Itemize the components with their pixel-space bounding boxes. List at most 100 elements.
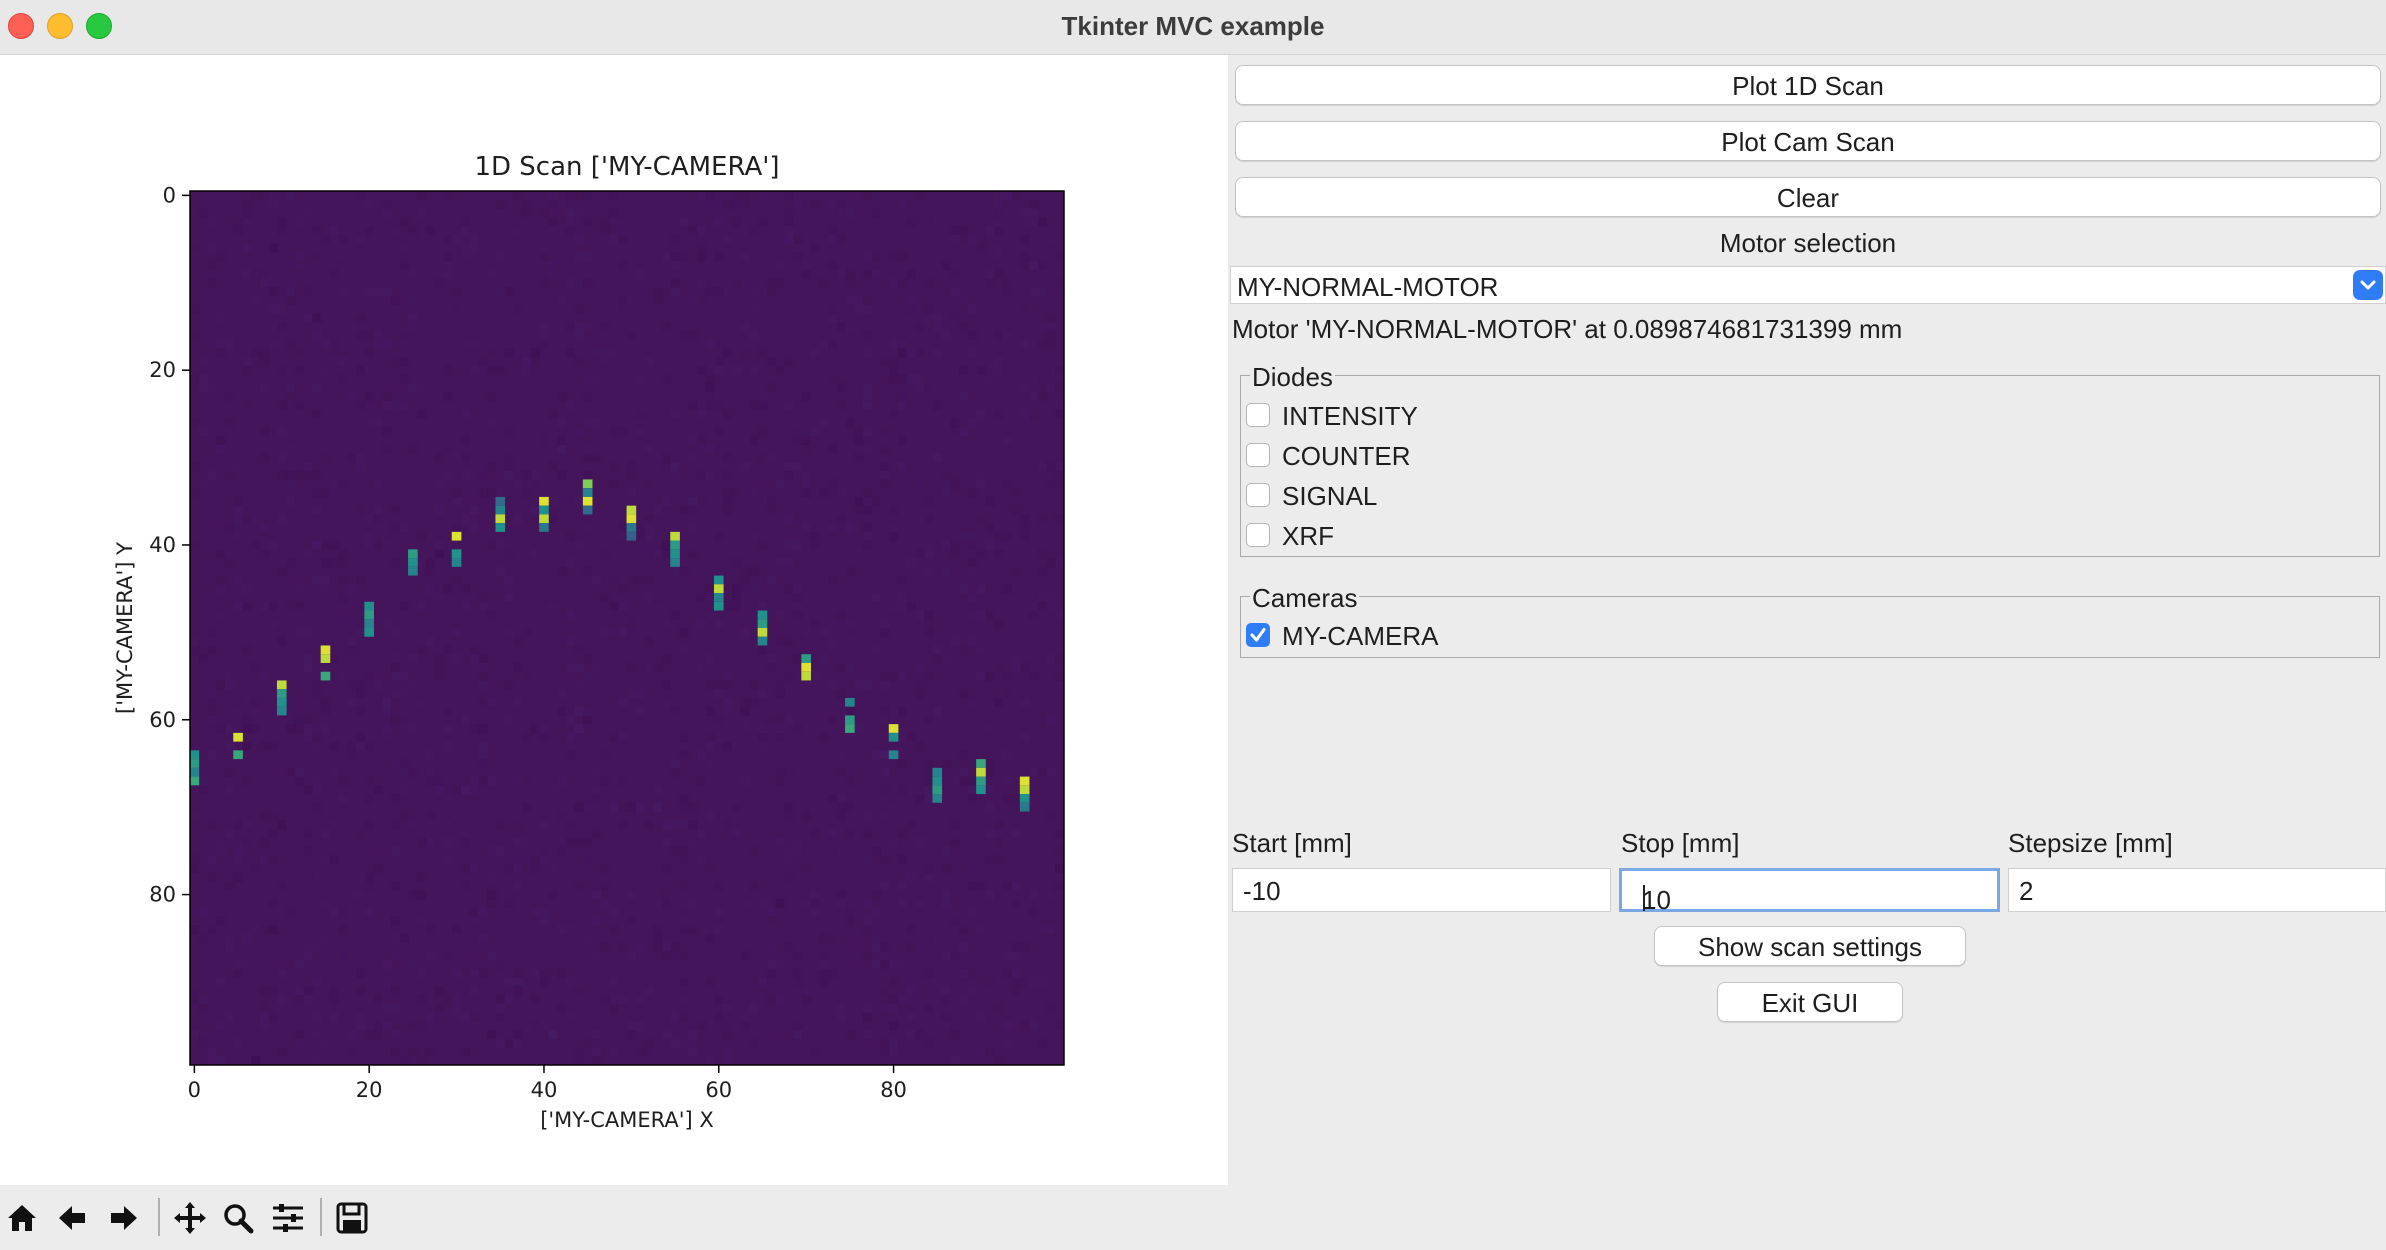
stepsize-input[interactable]: 2 (2008, 868, 2386, 912)
plot-toolbar (0, 1188, 1228, 1250)
noise-pixel (1002, 794, 1012, 804)
noise-pixel (793, 584, 803, 594)
noise-pixel (312, 689, 322, 699)
noise-pixel (793, 435, 803, 445)
back-icon[interactable] (52, 1198, 92, 1238)
noise-pixel (565, 610, 575, 620)
noise-pixel (609, 925, 619, 935)
noise-pixel (565, 348, 575, 358)
plot-1d-scan-button[interactable]: Plot 1D Scan (1235, 65, 2381, 105)
noise-pixel (417, 890, 427, 900)
motor-select[interactable]: MY-NORMAL-MOTOR (1230, 266, 2386, 304)
noise-pixel (941, 1021, 951, 1031)
noise-pixel (862, 1030, 873, 1040)
noise-pixel (557, 470, 567, 480)
noise-pixel (583, 855, 593, 865)
checkbox[interactable] (1246, 403, 1270, 427)
heatmap-chart[interactable]: 1D Scan ['MY-CAMERA'] 0 20 40 60 80020406080… (0, 55, 1228, 1185)
noise-pixel (294, 584, 304, 594)
noise-pixel (399, 767, 409, 777)
plot-cam-scan-button[interactable]: Plot Cam Scan (1235, 121, 2381, 161)
noise-pixel (478, 724, 488, 734)
checkbox[interactable] (1246, 483, 1270, 507)
stop-input[interactable]: 10 (1619, 868, 2000, 915)
noise-pixel (941, 313, 951, 323)
noise-pixel (819, 628, 829, 638)
noise-pixel (609, 977, 619, 987)
noise-pixel (452, 523, 462, 533)
noise-pixel (216, 549, 226, 559)
noise-pixel (950, 269, 960, 279)
noise-pixel (1055, 846, 1065, 856)
noise-pixel (574, 724, 584, 734)
clear-button[interactable]: Clear (1235, 177, 2381, 217)
noise-pixel (889, 802, 899, 812)
noise-pixel (941, 470, 951, 480)
noise-pixel (627, 461, 637, 471)
minimize-window-button[interactable] (47, 13, 73, 39)
noise-pixel (565, 313, 575, 323)
noise-pixel (758, 496, 768, 506)
noise-pixel (504, 680, 514, 690)
start-input[interactable]: -10 (1232, 868, 1611, 912)
noise-pixel (915, 794, 925, 804)
noise-pixel (924, 383, 934, 393)
pan-icon[interactable] (170, 1198, 210, 1238)
noise-pixel (644, 662, 654, 672)
chevron-down-icon[interactable] (2353, 270, 2383, 300)
noise-pixel (600, 628, 610, 638)
noise-pixel (382, 339, 392, 349)
noise-pixel (635, 287, 645, 297)
show-scan-settings-button[interactable]: Show scan settings (1654, 926, 1966, 966)
home-icon[interactable] (2, 1198, 42, 1238)
noise-pixel (1029, 610, 1039, 620)
exit-gui-button[interactable]: Exit GUI (1717, 982, 1903, 1022)
motor-selection-label: Motor selection (1719, 228, 1897, 258)
noise-pixel (950, 549, 960, 559)
noise-pixel (819, 488, 829, 498)
noise-pixel (897, 435, 907, 445)
noise-pixel (653, 925, 663, 935)
noise-pixel (1029, 409, 1039, 419)
noise-pixel (959, 365, 969, 375)
noise-pixel (1020, 260, 1030, 270)
noise-pixel (609, 575, 619, 585)
noise-pixel (487, 461, 497, 471)
plot-canvas[interactable]: 1D Scan ['MY-CAMERA'] 0 20 40 60 80 0 20 40 60 80… (0, 55, 1228, 1185)
forward-icon[interactable] (104, 1198, 144, 1238)
noise-pixel (862, 1012, 873, 1022)
configure-subplots-icon[interactable] (268, 1198, 308, 1238)
noise-pixel (775, 610, 785, 620)
noise-pixel (268, 619, 278, 629)
noise-pixel (889, 1021, 899, 1031)
noise-pixel (294, 252, 304, 262)
noise-pixel (408, 322, 418, 332)
noise-pixel (696, 365, 706, 375)
noise-pixel (784, 872, 794, 882)
noise-pixel (364, 418, 374, 428)
heatmap-spot (845, 697, 855, 707)
maximize-window-button[interactable] (86, 13, 112, 39)
noise-pixel (766, 689, 776, 699)
zoom-icon[interactable] (218, 1198, 258, 1238)
noise-pixel (731, 488, 741, 498)
noise-pixel (836, 322, 846, 332)
noise-pixel (530, 479, 540, 489)
close-window-button[interactable] (8, 13, 34, 39)
noise-pixel (967, 785, 977, 795)
noise-pixel (548, 514, 558, 524)
save-icon[interactable] (332, 1198, 372, 1238)
checkbox[interactable] (1246, 523, 1270, 547)
noise-pixel (495, 287, 505, 297)
noise-pixel (985, 496, 995, 506)
noise-pixel (356, 732, 366, 742)
noise-pixel (819, 951, 829, 961)
noise-pixel (959, 295, 969, 305)
noise-pixel (688, 549, 698, 559)
checkbox[interactable] (1246, 443, 1270, 467)
checkbox-checked[interactable] (1246, 623, 1270, 647)
noise-pixel (513, 977, 523, 987)
noise-pixel (382, 619, 392, 629)
noise-pixel (731, 278, 741, 288)
noise-pixel (609, 208, 619, 218)
